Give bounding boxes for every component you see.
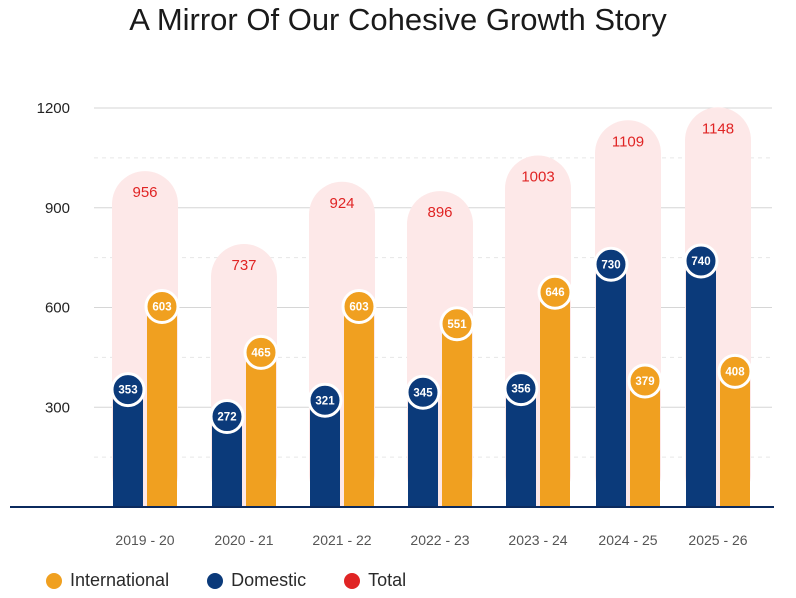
international-data-label: 603 <box>349 302 368 314</box>
x-tick-label: 2019 - 20 <box>115 532 174 548</box>
international-value-badge <box>341 289 377 325</box>
international-data-label: 551 <box>447 319 467 331</box>
international-bar <box>540 292 570 507</box>
international-data-label: 408 <box>725 366 745 378</box>
chart-title: A Mirror Of Our Cohesive Growth Story <box>129 2 667 37</box>
legend: International Domestic Total <box>46 570 444 591</box>
domestic-data-label: 356 <box>511 384 530 396</box>
y-tick-label: 900 <box>45 200 70 217</box>
international-bar <box>442 323 472 507</box>
international-value-badge <box>243 334 279 370</box>
international-bar <box>344 306 374 507</box>
international-value-badge <box>537 274 573 310</box>
international-data-label: 646 <box>545 287 564 299</box>
domestic-bar <box>408 392 438 507</box>
domestic-data-label: 730 <box>601 259 620 271</box>
domestic-bar <box>596 264 626 507</box>
international-data-label: 465 <box>251 347 271 359</box>
total-data-label: 1003 <box>521 169 554 186</box>
international-bar <box>246 352 276 507</box>
domestic-value-badge <box>593 246 629 282</box>
total-data-label: 1109 <box>612 133 644 150</box>
domestic-value-badge <box>503 371 539 407</box>
total-data-label: 956 <box>132 184 157 201</box>
legend-swatch-total <box>344 572 361 589</box>
domestic-data-label: 321 <box>315 395 335 407</box>
international-value-badge <box>717 353 753 389</box>
legend-swatch-international <box>46 572 62 589</box>
x-tick-label: 2025 - 26 <box>688 532 747 548</box>
legend-swatch-domestic <box>207 572 224 589</box>
domestic-data-label: 272 <box>217 412 236 424</box>
international-value-badge <box>627 363 663 399</box>
y-tick-label: 1200 <box>37 100 70 117</box>
international-bar <box>147 306 177 507</box>
international-value-badge <box>144 289 180 325</box>
international-data-label: 603 <box>152 302 171 314</box>
x-tick-label: 2022 - 23 <box>410 532 469 548</box>
x-tick-label: 2020 - 21 <box>214 532 273 548</box>
legend-label-domestic: Domestic <box>231 570 307 590</box>
domestic-bar <box>686 260 716 507</box>
y-tick-label: 300 <box>45 399 70 416</box>
domestic-bar <box>310 400 340 507</box>
domestic-bar <box>506 388 536 507</box>
domestic-value-badge <box>209 399 245 435</box>
x-tick-label: 2024 - 25 <box>598 532 657 548</box>
domestic-data-label: 345 <box>413 387 433 399</box>
total-data-label: 924 <box>329 195 354 212</box>
total-data-label: 1148 <box>702 120 734 137</box>
legend-item-international: International <box>46 570 169 591</box>
x-tick-label: 2021 - 22 <box>312 532 371 548</box>
domestic-value-badge <box>307 382 343 418</box>
domestic-value-badge <box>683 243 719 279</box>
domestic-data-label: 353 <box>118 385 137 397</box>
legend-item-domestic: Domestic <box>207 570 306 591</box>
y-tick-label: 600 <box>45 300 70 317</box>
total-data-label: 896 <box>427 204 452 221</box>
domestic-data-label: 740 <box>691 256 710 268</box>
international-data-label: 379 <box>635 376 654 388</box>
international-bar <box>630 380 660 507</box>
legend-item-total: Total <box>344 570 406 591</box>
legend-label-international: International <box>70 570 170 590</box>
total-data-label: 737 <box>231 257 256 274</box>
international-bar <box>720 371 750 507</box>
x-tick-label: 2023 - 24 <box>508 532 567 548</box>
domestic-value-badge <box>405 374 441 410</box>
legend-label-total: Total <box>368 570 407 590</box>
domestic-value-badge <box>110 372 146 408</box>
domestic-bar <box>113 389 143 507</box>
international-value-badge <box>439 306 475 342</box>
